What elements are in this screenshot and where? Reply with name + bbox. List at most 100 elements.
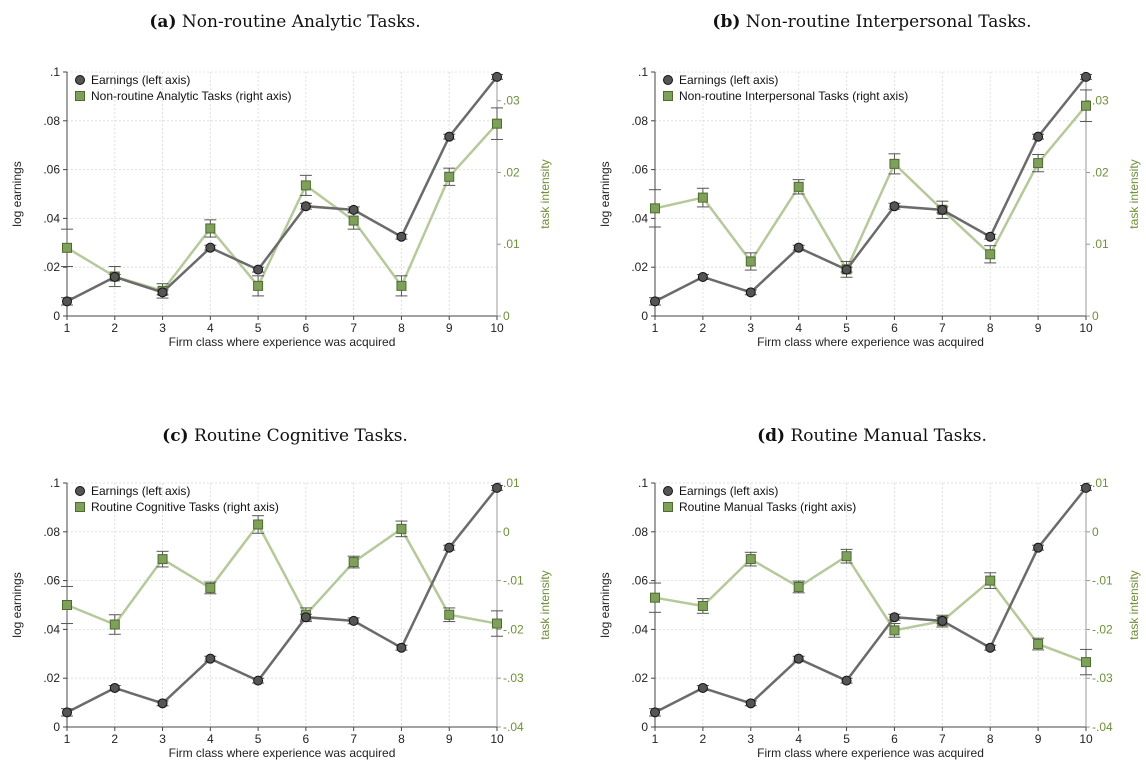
right-tick-label: -.03 (503, 671, 524, 685)
chart-title-letter: (c) (162, 426, 188, 446)
left-tick-label: 0 (641, 309, 648, 323)
y2-axis-label: task intensity (1127, 570, 1141, 639)
series-line-task (654, 554, 1087, 664)
chart-title: (a) Non-routine Analytic Tasks. (149, 12, 420, 32)
left-tick-label: .1 (50, 476, 60, 490)
left-tick-label: .1 (50, 65, 60, 79)
y-axis-label: log earnings (10, 161, 24, 226)
data-point-earnings (300, 612, 311, 623)
data-point-task (444, 171, 455, 182)
legend-marker-task (663, 502, 673, 512)
data-point-task (348, 215, 359, 226)
x-axis-label: Firm class where experience was acquired (757, 335, 984, 349)
right-tick-label: .01 (503, 476, 520, 490)
data-point-task (841, 551, 852, 562)
right-tick-label: .03 (1092, 94, 1109, 108)
data-point-task (62, 600, 72, 610)
legend-label: Non-routine Analytic Tasks (right axis) (91, 89, 292, 103)
legend-marker-task (75, 502, 85, 512)
data-point-task (109, 619, 120, 630)
x-tick-label: 6 (303, 321, 310, 335)
y2-axis-label: task intensity (538, 159, 552, 228)
series-line-earnings (654, 76, 1087, 303)
data-point-earnings (985, 642, 996, 653)
data-point-task (985, 575, 996, 586)
chart-title-letter: (d) (757, 426, 785, 446)
data-point-task (697, 192, 708, 203)
chart-title-text: Routine Manual Tasks. (785, 426, 987, 446)
x-tick-label: 3 (159, 321, 166, 335)
x-tick-label: 7 (350, 732, 357, 746)
x-tick-label: 1 (652, 321, 659, 335)
x-tick-label: 5 (255, 732, 262, 746)
data-point-earnings (62, 707, 72, 718)
data-point-task (62, 242, 72, 253)
chart-panel-4: (d) Routine Manual Tasks. 0 .02 .04 .06 .08 .1… (598, 426, 1141, 760)
left-tick-label: .02 (43, 671, 60, 685)
data-point-earnings (1033, 542, 1044, 553)
data-point-task (889, 158, 900, 169)
x-tick-label: 5 (843, 732, 850, 746)
x-tick-label: 6 (891, 321, 898, 335)
right-tick-label: .01 (1092, 476, 1109, 490)
x-tick-label: 2 (700, 732, 707, 746)
data-point-task (205, 582, 216, 593)
x-tick-label: 1 (64, 732, 71, 746)
x-tick-label: 10 (490, 321, 504, 335)
right-tick-label: 0 (1092, 309, 1099, 323)
y2-axis-label: task intensity (538, 570, 552, 639)
data-point-earnings (348, 615, 359, 626)
right-tick-label: 0 (503, 525, 510, 539)
x-axis-label: Firm class where experience was acquired (169, 746, 396, 760)
x-tick-label: 9 (446, 732, 453, 746)
chart-title: (d) Routine Manual Tasks. (757, 426, 987, 446)
data-point-earnings (109, 682, 120, 693)
data-point-earnings (444, 542, 455, 553)
y2-axis-label: task intensity (1127, 159, 1141, 228)
legend-label: Earnings (left axis) (679, 484, 778, 498)
chart-panel-2: (b) Non-routine Interpersonal Tasks. 0 .02… (598, 12, 1141, 349)
data-point-earnings (841, 675, 852, 686)
data-point-earnings (253, 264, 264, 275)
data-point-task (492, 118, 502, 129)
left-tick-label: .04 (43, 211, 60, 225)
right-tick-label: .03 (503, 94, 520, 108)
data-point-earnings (793, 242, 804, 253)
data-point-task (650, 592, 660, 603)
data-point-earnings (253, 675, 264, 686)
data-point-task (793, 181, 804, 192)
y-axis-label: log earnings (598, 161, 612, 226)
data-point-task (745, 256, 756, 267)
series-line-task (66, 522, 498, 627)
legend-label: Routine Manual Tasks (right axis) (679, 500, 856, 514)
data-point-earnings (205, 242, 216, 253)
left-tick-label: .1 (638, 476, 648, 490)
series-line-earnings (66, 76, 498, 303)
left-tick-label: .06 (631, 163, 648, 177)
data-point-task (1081, 100, 1091, 111)
data-point-task (793, 581, 804, 592)
left-tick-label: .06 (43, 574, 60, 588)
x-tick-label: 4 (795, 732, 802, 746)
right-tick-label: 0 (1092, 525, 1099, 539)
left-tick-label: .04 (43, 622, 60, 636)
data-point-earnings (157, 287, 168, 298)
x-tick-label: 7 (939, 732, 946, 746)
data-point-task (985, 249, 996, 260)
chart-title: (b) Non-routine Interpersonal Tasks. (712, 12, 1031, 32)
data-point-task (745, 554, 756, 565)
left-tick-label: .08 (43, 525, 60, 539)
left-tick-label: .08 (43, 114, 60, 128)
data-point-earnings (745, 287, 756, 298)
y-axis-label: log earnings (10, 572, 24, 637)
legend-marker-earnings (75, 486, 85, 496)
left-tick-label: .06 (631, 574, 648, 588)
data-point-task (253, 280, 264, 291)
data-point-task (253, 519, 264, 530)
data-point-task (157, 554, 168, 565)
data-point-earnings (1081, 71, 1091, 82)
x-tick-label: 9 (1035, 321, 1042, 335)
right-tick-label: -.03 (1092, 671, 1113, 685)
left-tick-label: .04 (631, 211, 648, 225)
data-point-task (889, 625, 900, 636)
